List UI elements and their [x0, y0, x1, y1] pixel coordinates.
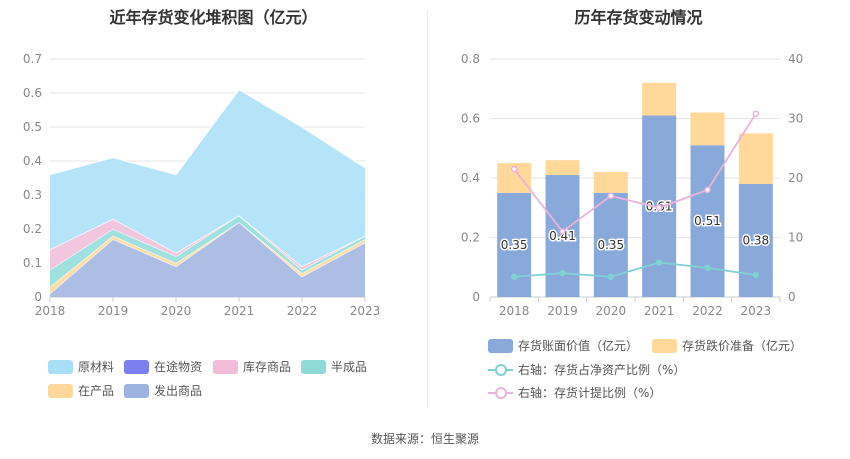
bar-data-label: 0.35	[501, 238, 528, 252]
line-point	[655, 204, 663, 211]
bar-impairment	[738, 133, 773, 184]
bar-data-label: 0.38	[742, 233, 769, 247]
right-y2-tick-label: 10	[788, 231, 803, 245]
left-x-tick-label: 2019	[98, 304, 129, 318]
line-series-provision-ratio	[513, 113, 757, 233]
area-series-原材料	[50, 89, 365, 267]
legend-label: 存货账面价值（亿元）	[518, 339, 639, 353]
bar-impairment	[642, 82, 677, 116]
legend-swatch	[48, 359, 73, 374]
line-point	[752, 271, 760, 279]
legend-swatch	[124, 383, 149, 398]
left-legend-item[interactable]: 半成品	[301, 358, 367, 375]
bar-impairment	[690, 112, 725, 146]
legend-swatch	[124, 359, 149, 374]
left-legend-item[interactable]: 在产品	[48, 382, 114, 399]
left-legend-item[interactable]: 原材料	[48, 358, 114, 375]
legend-label: 库存商品	[243, 360, 292, 374]
bar-impairment	[593, 172, 628, 193]
legend-label: 半成品	[331, 360, 368, 374]
right-y2-tick-label: 40	[788, 52, 803, 66]
left-x-tick-label: 2022	[287, 304, 318, 318]
left-y-tick-label: 0.4	[23, 154, 42, 168]
line-point	[510, 273, 518, 281]
line-point	[607, 192, 615, 200]
left-y-tick-label: 0.5	[23, 120, 42, 134]
left-x-tick-label: 2021	[224, 304, 255, 318]
line-point	[655, 259, 663, 266]
left-x-tick-label: 2018	[35, 304, 66, 318]
left-y-tick-label: 0.2	[23, 222, 42, 236]
legend-label: 右轴：存货计提比例（%）	[518, 386, 662, 400]
left-legend-item[interactable]: 发出商品	[124, 382, 202, 399]
legend-label: 存货跌价准备（亿元）	[682, 339, 803, 353]
left-x-tick-label: 2020	[161, 304, 192, 318]
area-series-库存商品	[50, 215, 365, 270]
legend-label: 原材料	[78, 360, 115, 374]
area-series-发出商品	[50, 222, 365, 297]
line-series-net-asset-ratio	[514, 261, 756, 278]
legend-swatch	[301, 359, 326, 374]
legend-label: 在产品	[78, 384, 115, 398]
legend-swatch	[488, 363, 513, 377]
line-point	[704, 186, 711, 194]
legend-label: 发出商品	[154, 384, 203, 398]
right-y-tick-label: 0.2	[461, 231, 480, 245]
right-y-tick-label: 0.6	[461, 112, 480, 126]
legend-swatch	[213, 359, 238, 374]
line-point	[559, 269, 566, 277]
area-series-edge	[49, 88, 366, 176]
right-x-tick-label: 2022	[692, 304, 723, 318]
right-y-tick-label: 0	[472, 290, 480, 304]
left-y-tick-label: 0.3	[23, 188, 42, 202]
bar-data-label: 0.41	[549, 229, 576, 243]
left-y-tick-label: 0.1	[23, 256, 42, 270]
right-x-tick-label: 2021	[644, 304, 675, 318]
left-legend-item[interactable]: 库存商品	[213, 358, 291, 375]
left-x-tick-label: 2023	[350, 304, 381, 318]
right-legend-item[interactable]: 右轴：存货计提比例（%）	[488, 384, 661, 401]
right-x-tick-label: 2023	[741, 304, 772, 318]
right-y-tick-label: 0.8	[461, 52, 480, 66]
legend-label: 在途物资	[154, 360, 203, 374]
line-point	[510, 165, 518, 173]
bar-data-label: 0.35	[597, 238, 624, 252]
legend-swatch	[488, 338, 513, 353]
legend-label: 右轴：存货占净资产比例（%）	[518, 363, 686, 377]
right-x-tick-label: 2020	[596, 304, 627, 318]
left-y-tick-label: 0.6	[23, 86, 42, 100]
right-legend-item[interactable]: 存货账面价值（亿元）	[488, 337, 638, 354]
right-legend-item[interactable]: 存货跌价准备（亿元）	[652, 337, 802, 354]
right-x-tick-label: 2018	[499, 304, 530, 318]
legend-swatch	[48, 383, 73, 398]
legend-swatch	[488, 386, 513, 400]
legend-swatch	[652, 338, 677, 353]
line-point	[559, 228, 566, 235]
line-point	[607, 273, 615, 281]
bar-book-value	[545, 175, 580, 297]
right-y2-tick-label: 20	[788, 171, 803, 185]
right-y2-tick-label: 30	[788, 112, 803, 126]
bar-data-label: 0.51	[694, 214, 721, 228]
left-chart-title: 近年存货变化堆积图（亿元）	[109, 8, 318, 27]
bar-impairment	[545, 160, 580, 176]
panel-divider	[427, 10, 428, 408]
right-y2-tick-label: 0	[788, 290, 796, 304]
right-legend-item[interactable]: 右轴：存货占净资产比例（%）	[488, 361, 685, 378]
line-point	[752, 110, 760, 117]
right-chart-title: 历年存货变动情况	[574, 8, 703, 27]
left-legend-item[interactable]: 在途物资	[124, 358, 202, 375]
right-x-tick-label: 2019	[547, 304, 578, 318]
left-y-tick-label: 0	[34, 290, 42, 304]
line-point	[704, 264, 711, 272]
data-source: 数据来源：恒生聚源	[370, 432, 479, 446]
left-y-tick-label: 0.7	[23, 52, 42, 66]
right-y-tick-label: 0.4	[461, 171, 480, 185]
